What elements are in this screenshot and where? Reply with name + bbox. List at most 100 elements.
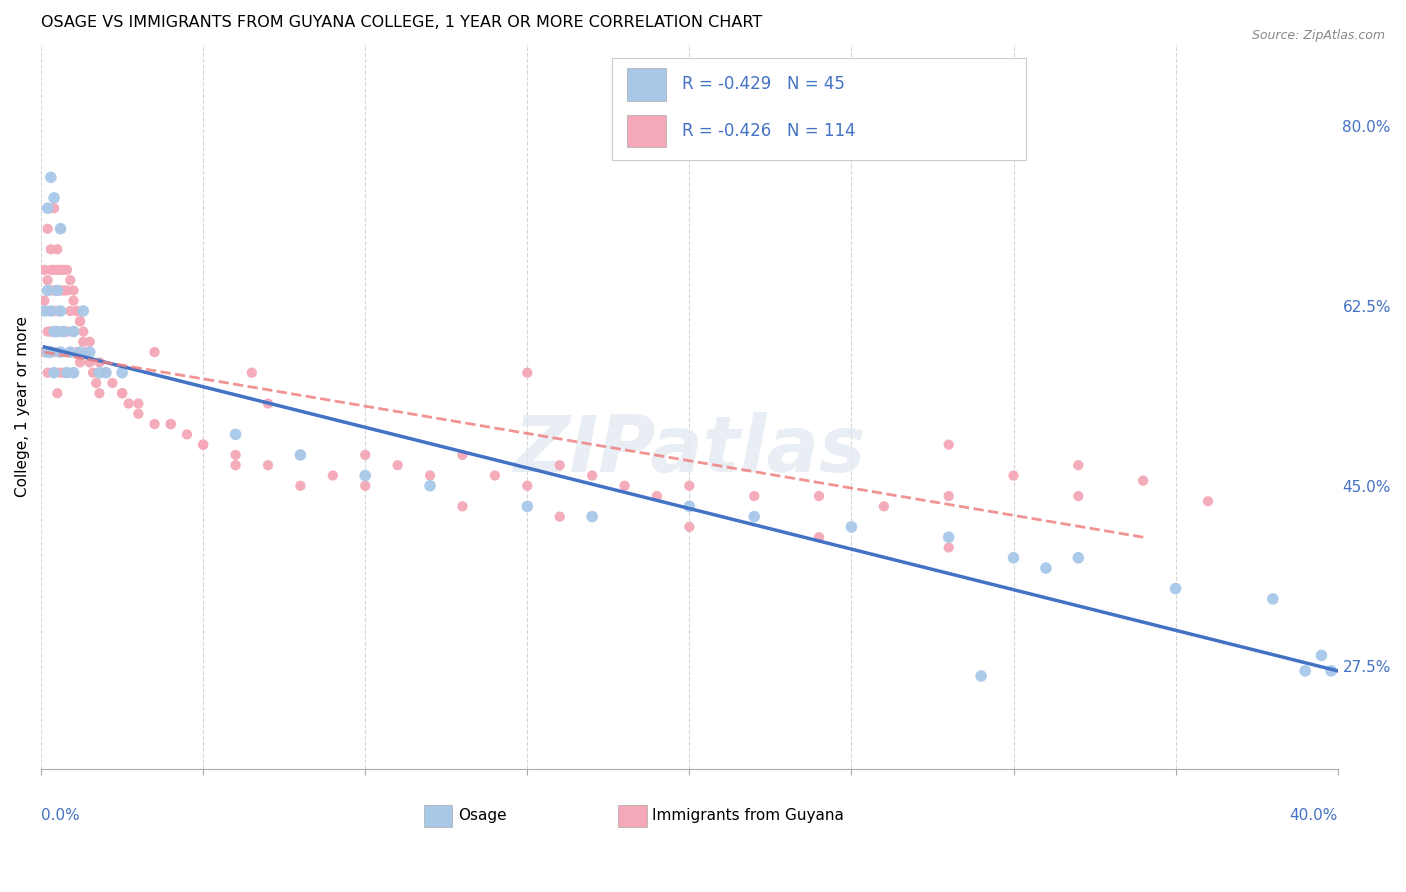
Point [42,201,65,215]
Point [257,396,280,410]
Point [516,479,538,493]
Point [66,304,89,318]
Point [39,304,62,318]
Point [56,284,79,298]
Point [46,284,69,298]
Point [42,366,65,380]
Point [72,304,94,318]
FancyBboxPatch shape [612,58,1026,160]
Point [581,509,603,524]
Point [84,376,107,390]
Point [37,273,59,287]
Point [46,325,69,339]
Point [354,479,377,493]
Point [873,500,896,514]
Point [62,366,84,380]
Point [89,355,111,369]
Point [938,541,960,555]
Point [938,489,960,503]
Point [176,427,198,442]
Point [76,345,98,359]
Text: R = -0.426   N = 114: R = -0.426 N = 114 [682,122,855,140]
Point [52,325,75,339]
Point [37,221,59,235]
Point [49,345,72,359]
Point [34,263,56,277]
Point [62,293,84,308]
Point [970,669,993,683]
Text: R = -0.429   N = 45: R = -0.429 N = 45 [682,76,845,94]
Point [484,468,506,483]
Point [39,170,62,185]
Point [1002,468,1025,483]
Point [1261,591,1284,606]
Point [79,345,101,359]
Point [46,263,69,277]
Point [59,304,82,318]
Point [34,304,56,318]
Point [56,366,79,380]
Point [938,530,960,544]
Point [69,314,91,328]
Point [117,396,139,410]
Point [89,386,111,401]
Point [39,284,62,298]
Point [59,273,82,287]
Text: Immigrants from Guyana: Immigrants from Guyana [652,808,844,823]
Point [46,325,69,339]
Point [37,345,59,359]
Point [37,325,59,339]
Point [49,304,72,318]
Point [613,479,636,493]
Point [419,479,441,493]
Point [46,304,69,318]
Point [42,325,65,339]
Bar [423,805,453,827]
Point [419,468,441,483]
Point [42,263,65,277]
Point [290,448,312,462]
Point [52,284,75,298]
Point [354,448,377,462]
Point [240,366,263,380]
Point [79,334,101,349]
Point [1320,664,1343,678]
Point [111,386,134,401]
Point [451,500,474,514]
Point [59,345,82,359]
Point [1132,474,1154,488]
Point [111,366,134,380]
Point [742,509,765,524]
Point [1067,550,1090,565]
Point [1067,458,1090,473]
Point [111,386,134,401]
Point [516,500,538,514]
Point [49,263,72,277]
Point [42,191,65,205]
Point [69,345,91,359]
Bar [627,115,666,147]
Point [645,489,668,503]
Point [42,366,65,380]
Point [143,417,166,431]
Point [808,489,831,503]
Point [39,345,62,359]
Point [290,448,312,462]
Point [59,345,82,359]
Text: OSAGE VS IMMIGRANTS FROM GUYANA COLLEGE, 1 YEAR OR MORE CORRELATION CHART: OSAGE VS IMMIGRANTS FROM GUYANA COLLEGE,… [41,15,762,30]
Point [62,325,84,339]
Point [678,520,700,534]
Point [1067,489,1090,503]
Point [79,355,101,369]
Point [42,325,65,339]
Point [94,366,117,380]
Point [1294,664,1316,678]
Point [225,458,247,473]
Point [1035,561,1057,575]
Point [1197,494,1219,508]
Point [290,479,312,493]
Point [56,263,79,277]
Point [938,437,960,451]
Point [69,355,91,369]
Point [46,345,69,359]
